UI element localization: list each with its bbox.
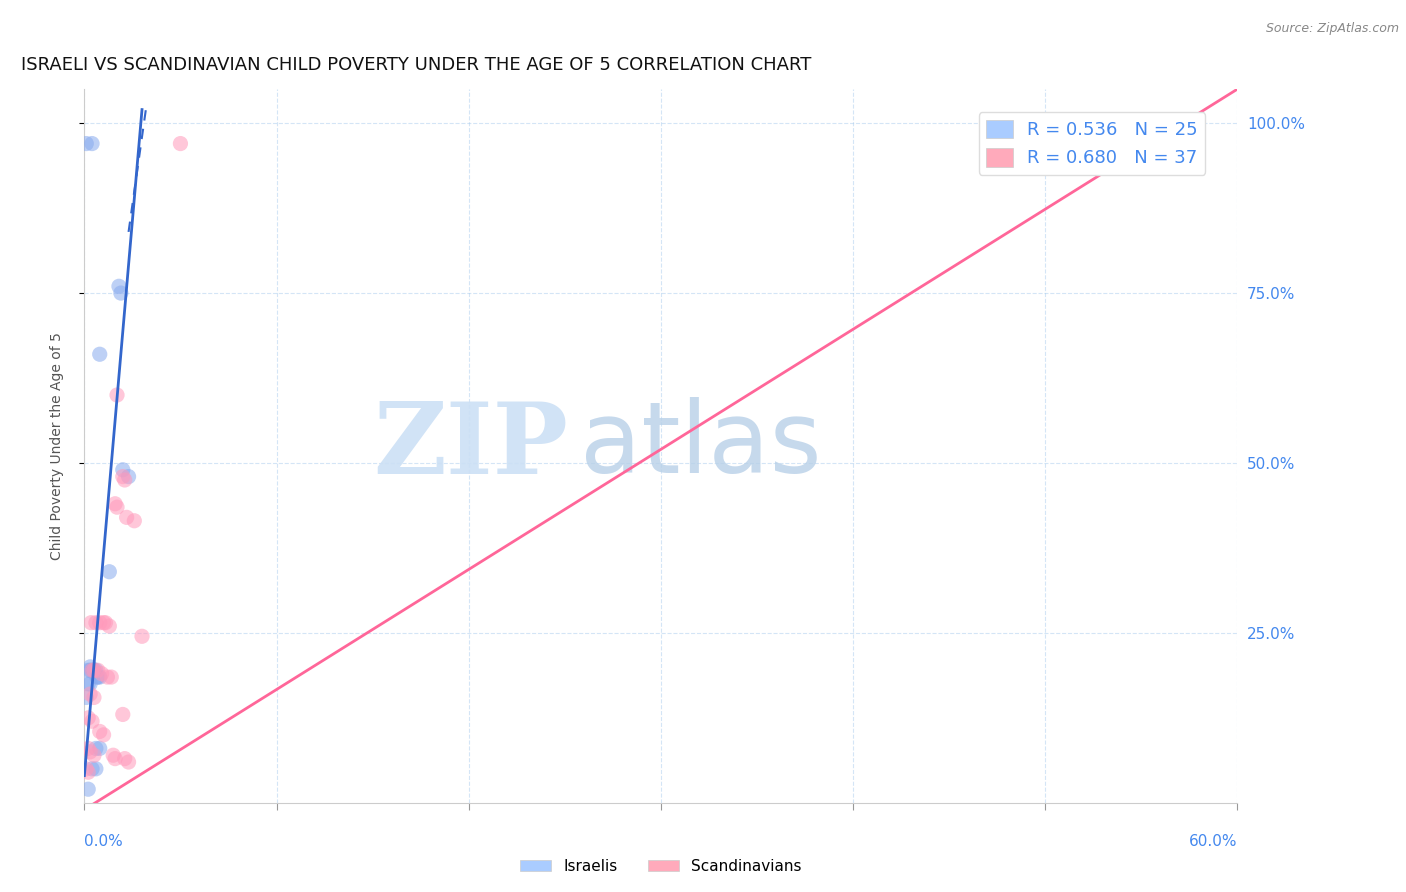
Point xyxy=(104,751,127,765)
Point xyxy=(110,286,132,301)
Point xyxy=(98,565,121,579)
Point xyxy=(83,663,105,677)
Point xyxy=(80,136,103,151)
Point xyxy=(105,388,128,402)
Point xyxy=(84,741,107,756)
Point xyxy=(117,755,139,769)
Point xyxy=(79,687,101,701)
Point xyxy=(111,469,134,483)
Point xyxy=(89,615,111,630)
Point xyxy=(77,782,100,797)
Point xyxy=(115,510,138,524)
Point xyxy=(79,677,101,691)
Point xyxy=(108,279,131,293)
Point xyxy=(79,663,101,677)
Point xyxy=(77,765,100,780)
Point xyxy=(83,690,105,705)
Point xyxy=(80,663,103,677)
Point xyxy=(89,347,111,361)
Point xyxy=(89,670,111,684)
Y-axis label: Child Poverty Under the Age of 5: Child Poverty Under the Age of 5 xyxy=(49,332,63,560)
Text: 0.0%: 0.0% xyxy=(84,834,124,849)
Point xyxy=(84,615,107,630)
Point xyxy=(83,748,105,763)
Text: atlas: atlas xyxy=(581,398,821,494)
Point xyxy=(89,724,111,739)
Point xyxy=(77,741,100,756)
Point xyxy=(79,660,101,674)
Legend: Israelis, Scandinavians: Israelis, Scandinavians xyxy=(515,853,807,880)
Point xyxy=(90,666,112,681)
Text: ISRAELI VS SCANDINAVIAN CHILD POVERTY UNDER THE AGE OF 5 CORRELATION CHART: ISRAELI VS SCANDINAVIAN CHILD POVERTY UN… xyxy=(21,56,811,74)
Point xyxy=(83,663,105,677)
Point xyxy=(87,663,110,677)
Point xyxy=(80,615,103,630)
Point xyxy=(89,741,111,756)
Point xyxy=(77,677,100,691)
Point xyxy=(77,711,100,725)
Text: Source: ZipAtlas.com: Source: ZipAtlas.com xyxy=(1265,22,1399,36)
Point xyxy=(105,500,128,515)
Point xyxy=(94,615,117,630)
Point xyxy=(124,514,146,528)
Point xyxy=(98,619,121,633)
Point xyxy=(80,762,103,776)
Point xyxy=(103,748,125,763)
Point xyxy=(80,663,103,677)
Text: ZIP: ZIP xyxy=(374,398,568,494)
Point xyxy=(75,136,97,151)
Point xyxy=(84,663,107,677)
Point xyxy=(77,663,100,677)
Point xyxy=(79,745,101,759)
Legend: R = 0.536   N = 25, R = 0.680   N = 37: R = 0.536 N = 25, R = 0.680 N = 37 xyxy=(979,112,1205,175)
Point xyxy=(104,497,127,511)
Point xyxy=(111,463,134,477)
Point xyxy=(114,751,136,765)
Point xyxy=(80,714,103,729)
Text: 60.0%: 60.0% xyxy=(1189,834,1237,849)
Point xyxy=(93,615,115,630)
Point xyxy=(169,136,191,151)
Point xyxy=(84,762,107,776)
Point xyxy=(114,473,136,487)
Point xyxy=(96,670,118,684)
Point xyxy=(87,670,110,684)
Point xyxy=(75,690,97,705)
Point xyxy=(111,707,134,722)
Point xyxy=(93,728,115,742)
Point xyxy=(75,762,97,776)
Point xyxy=(86,670,108,684)
Point xyxy=(100,670,122,684)
Point xyxy=(117,469,139,483)
Point xyxy=(131,629,153,643)
